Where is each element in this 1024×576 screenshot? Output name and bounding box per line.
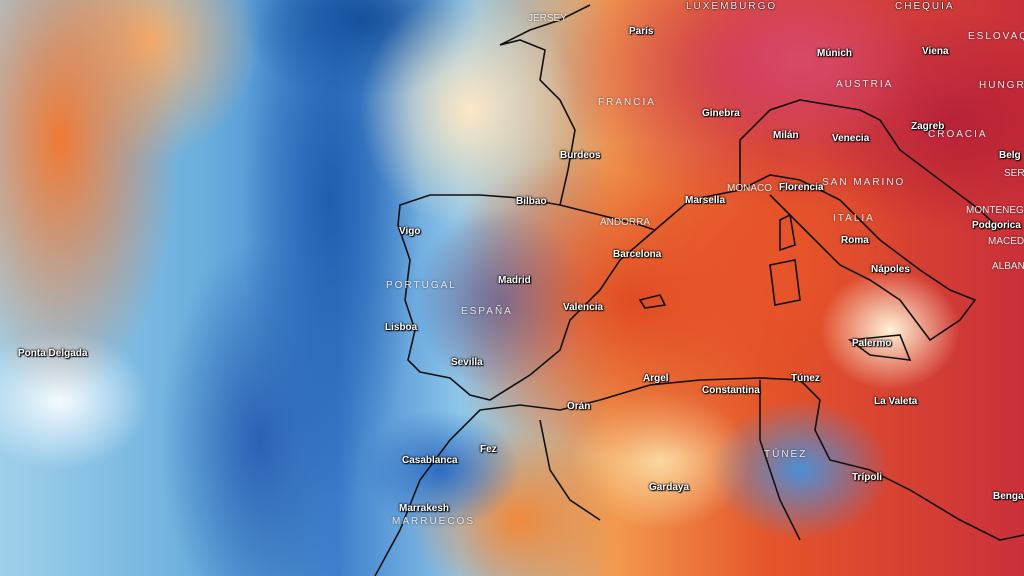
city-label: Zagreb: [911, 121, 945, 132]
city-label: Gardaya: [649, 482, 690, 493]
country-label: CROACIA: [928, 129, 988, 140]
country-label: ANDORRA: [600, 217, 651, 228]
country-label: FRANCIA: [598, 97, 656, 108]
country-label: TÚNEZ: [764, 449, 808, 460]
city-label: Orán: [567, 401, 591, 412]
city-label: Ginebra: [702, 108, 740, 119]
city-label: Múnich: [817, 48, 852, 59]
city-label: Barcelona: [613, 249, 662, 260]
city-label: Nápoles: [871, 264, 910, 275]
country-label: PORTUGAL: [386, 280, 457, 291]
city-label: Roma: [841, 235, 869, 246]
city-label: Viena: [922, 46, 949, 57]
city-label: Casablanca: [402, 455, 458, 466]
city-label: Florencia: [779, 182, 824, 193]
city-label: Ponta Delgada: [18, 348, 88, 359]
city-label: Trípoli: [852, 472, 882, 483]
city-label: Valencia: [563, 302, 604, 313]
city-label: Burdeos: [560, 150, 601, 161]
city-label: Argel: [643, 373, 669, 384]
city-label: Marsella: [685, 195, 726, 206]
country-label: MONTENEG: [966, 205, 1024, 216]
city-label: Vigo: [399, 226, 421, 237]
country-label: MONACO: [727, 183, 772, 194]
country-label: LUXEMBURGO: [686, 1, 778, 12]
city-label: Venecia: [832, 133, 870, 144]
city-label: Benga: [993, 491, 1024, 502]
city-label: Milán: [773, 130, 799, 141]
city-label: Palermo: [852, 338, 892, 349]
country-label: ITALIA: [833, 213, 875, 224]
country-label: SAN MARINO: [822, 177, 906, 188]
country-label: ESLOVAQU: [968, 31, 1024, 42]
country-label: MACEDO: [988, 236, 1024, 247]
city-label: Fez: [480, 444, 497, 455]
city-label: Sevilla: [451, 357, 483, 368]
country-label: SER: [1004, 168, 1024, 179]
city-label: La Valeta: [874, 396, 918, 407]
country-label: HUNGRÍA: [979, 80, 1024, 91]
city-label: Bilbao: [516, 196, 547, 207]
country-label: ALBAN: [992, 261, 1024, 272]
country-label: ESPAÑA: [461, 306, 513, 317]
country-label: AUSTRIA: [836, 79, 894, 90]
country-label: CHEQUIA: [895, 1, 955, 12]
city-label: Constantina: [702, 385, 760, 396]
city-label: Marrakesh: [399, 503, 450, 514]
city-label: Podgorica: [972, 220, 1021, 231]
city-label: Túnez: [791, 373, 820, 384]
city-label: Belg: [999, 150, 1021, 161]
city-label: París: [629, 26, 654, 37]
country-label: MARRUECOS: [392, 516, 476, 527]
city-label: Madrid: [498, 275, 531, 286]
country-label: JERSEY: [528, 13, 567, 24]
city-label: Lisboa: [385, 322, 418, 333]
